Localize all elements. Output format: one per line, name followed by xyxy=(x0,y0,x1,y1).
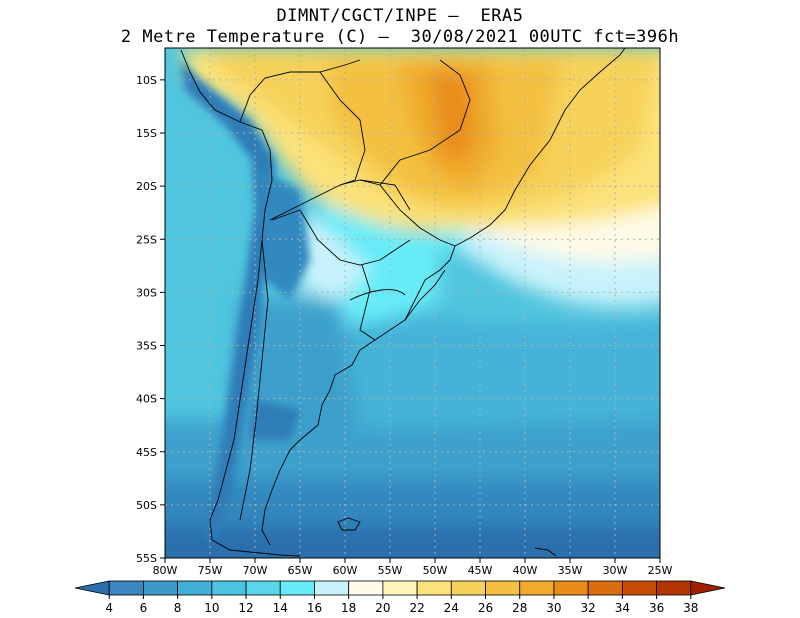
lat-label: 30S xyxy=(136,286,157,299)
colorbar-swatch xyxy=(690,580,726,596)
colorbar-swatch xyxy=(245,580,281,596)
lat-label: 20S xyxy=(136,180,157,193)
colorbar-label: 4 xyxy=(105,601,113,615)
colorbar-swatch xyxy=(177,580,213,596)
colorbar-swatch xyxy=(416,580,452,596)
colorbar-label: 30 xyxy=(546,601,561,615)
colorbar-swatch xyxy=(621,580,657,596)
lon-label: 80W xyxy=(153,564,178,577)
lat-label: 10S xyxy=(136,74,157,87)
colorbar-swatch xyxy=(656,580,692,596)
lon-label: 35W xyxy=(558,564,583,577)
colorbar-swatch xyxy=(279,580,315,596)
temperature-field xyxy=(165,48,660,558)
colorbar-swatch xyxy=(553,580,589,596)
lon-label: 45W xyxy=(468,564,493,577)
lon-label: 55W xyxy=(378,564,403,577)
colorbar-label: 36 xyxy=(649,601,664,615)
colorbar-label: 14 xyxy=(273,601,288,615)
colorbar-label: 22 xyxy=(409,601,424,615)
colorbar-label: 34 xyxy=(615,601,630,615)
lon-label: 60W xyxy=(333,564,358,577)
axis-ticks xyxy=(160,79,661,563)
colorbar-swatch xyxy=(485,580,521,596)
lon-label: 65W xyxy=(288,564,313,577)
colorbar-swatch xyxy=(143,580,179,596)
lon-label: 75W xyxy=(198,564,223,577)
lat-label: 40S xyxy=(136,393,157,406)
lat-label: 35S xyxy=(136,340,157,353)
colorbar-label: 16 xyxy=(307,601,322,615)
colorbar-label: 18 xyxy=(341,601,356,615)
colorbar-label: 8 xyxy=(174,601,182,615)
colorbar-swatch xyxy=(348,580,384,596)
colorbar-label: 32 xyxy=(581,601,596,615)
title-line-2: 2 Metre Temperature (C) – 30/08/2021 00U… xyxy=(120,27,680,47)
colorbar-label: 28 xyxy=(512,601,527,615)
colorbar-swatch xyxy=(450,580,486,596)
lat-label: 25S xyxy=(136,233,157,246)
coastlines xyxy=(180,48,626,557)
lon-label: 70W xyxy=(243,564,268,577)
colorbar-swatch xyxy=(108,580,144,596)
graticule xyxy=(165,48,660,558)
colorbar-label: 6 xyxy=(140,601,148,615)
lat-label: 50S xyxy=(136,499,157,512)
colorbar-label: 38 xyxy=(683,601,698,615)
latitude-labels: 10S 15S 20S 25S 30S 35S 40S 45S 50S 55S xyxy=(136,74,157,565)
lat-label: 15S xyxy=(136,127,157,140)
colorbar-swatch xyxy=(314,580,350,596)
lon-label: 40W xyxy=(513,564,538,577)
lat-label: 45S xyxy=(136,446,157,459)
colorbar-swatch xyxy=(587,580,623,596)
colorbar-label: 26 xyxy=(478,601,493,615)
colorbar-swatch xyxy=(382,580,418,596)
colorbar-label: 10 xyxy=(204,601,219,615)
colorbar xyxy=(74,580,726,599)
longitude-labels: 80W 75W 70W 65W 60W 55W 50W 45W 40W 35W 30W 25W xyxy=(153,564,673,577)
colorbar-swatch xyxy=(211,580,247,596)
colorbar-swatch xyxy=(519,580,555,596)
lat-label: 55S xyxy=(136,552,157,565)
lon-label: 30W xyxy=(603,564,628,577)
title-line-1: DIMNT/CGCT/INPE – ERA5 xyxy=(276,6,524,26)
colorbar-label: 12 xyxy=(238,601,253,615)
colorbar-labels: 4 6 8 10 12 14 16 18 20 22 24 26 28 30 32 34 36 38 xyxy=(105,601,698,615)
lon-label: 50W xyxy=(423,564,448,577)
colorbar-label: 24 xyxy=(444,601,459,615)
lon-label: 25W xyxy=(648,564,673,577)
colorbar-label: 20 xyxy=(375,601,390,615)
colorbar-swatch xyxy=(74,580,110,596)
